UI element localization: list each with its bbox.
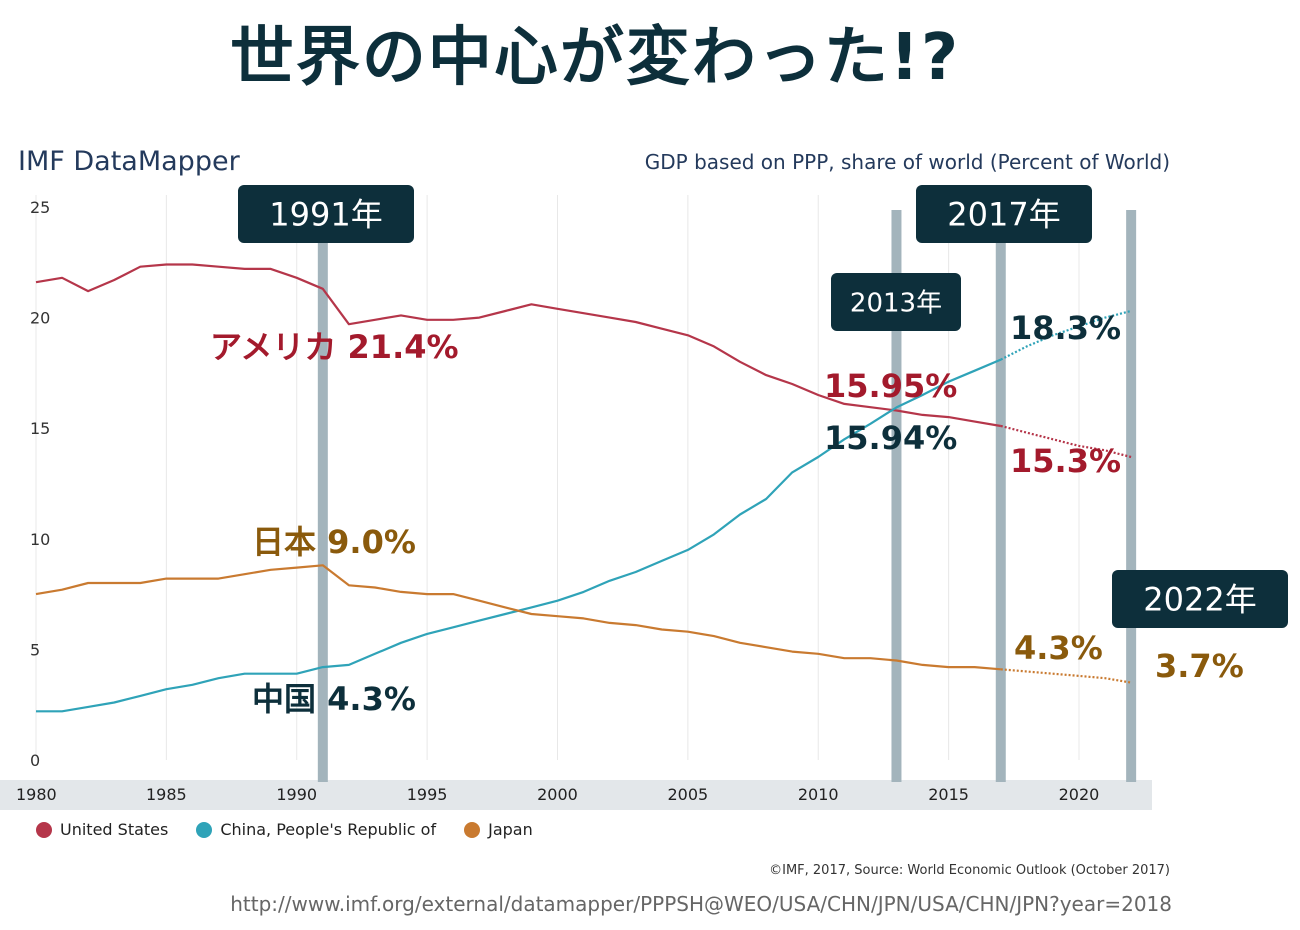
line-japan-actual xyxy=(35,564,1001,671)
x-tick-2005: 2005 xyxy=(668,785,709,804)
source-credit: ©IMF, 2017, Source: World Economic Outlo… xyxy=(769,863,1170,878)
line-japan-projection xyxy=(1000,668,1132,684)
x-tick-2010: 2010 xyxy=(798,785,839,804)
legend-dot-china xyxy=(196,821,213,838)
x-tick-1985: 1985 xyxy=(146,785,187,804)
marker-box-2022: 2022年 xyxy=(1112,570,1288,628)
annot-us-2017: 15.3% xyxy=(1010,442,1121,480)
marker-bar-2017 xyxy=(995,210,1006,782)
marker-label-1991: 1991年 xyxy=(269,196,382,234)
series-us xyxy=(35,263,1132,459)
legend-item-china[interactable]: China, People's Republic of xyxy=(196,820,436,839)
x-tick-1980: 1980 xyxy=(16,785,57,804)
y-tick-15: 15 xyxy=(30,419,50,438)
brand-label: IMF DataMapper xyxy=(18,146,240,177)
line-china-projection xyxy=(1000,309,1132,361)
marker-label-2017: 2017年 xyxy=(947,196,1060,234)
chart-subtitle: GDP based on PPP, share of world (Percen… xyxy=(644,150,1170,174)
y-tick-10: 10 xyxy=(30,530,50,549)
marker-bar-2013 xyxy=(891,210,902,782)
gdp-share-chart: 0 5 10 15 20 25 1980 1985 1990 1995 2000 2005 2010 20… xyxy=(0,185,1288,810)
annot-china-2017: 18.3% xyxy=(1010,309,1121,347)
marker-box-bg-1991 xyxy=(238,185,414,243)
marker-box-bg-2013 xyxy=(831,273,961,331)
annot-us-1991: アメリカ 21.4% xyxy=(210,328,459,366)
y-tick-25: 25 xyxy=(30,198,50,217)
x-axis-band xyxy=(0,780,1152,810)
marker-bar-1991 xyxy=(317,210,328,782)
legend-dot-us xyxy=(36,821,52,838)
annot-china-2013: 15.94% xyxy=(824,419,957,457)
x-tick-1990: 1990 xyxy=(276,785,317,804)
year-markers xyxy=(317,210,1137,782)
legend-label-china: China, People's Republic of xyxy=(220,820,437,839)
line-us-actual xyxy=(35,263,1001,428)
page-title: 世界の中心が変わった!? xyxy=(229,21,961,95)
marker-bar-2022 xyxy=(1126,210,1137,782)
y-tick-5: 5 xyxy=(30,640,40,659)
legend-label-japan: Japan xyxy=(488,820,533,839)
annot-japan-2022: 3.7% xyxy=(1155,647,1244,685)
chart-legend: United States China, People's Republic o… xyxy=(36,820,533,839)
x-tick-2020: 2020 xyxy=(1059,785,1100,804)
x-tick-2000: 2000 xyxy=(537,785,578,804)
x-tick-1995: 1995 xyxy=(407,785,448,804)
marker-box-bg-2017 xyxy=(916,185,1092,243)
x-tick-2015: 2015 xyxy=(928,785,969,804)
series-japan xyxy=(35,564,1132,684)
annot-japan-1991: 日本 9.0% xyxy=(252,523,416,561)
marker-box-2013: 2013年 xyxy=(831,273,961,331)
source-url[interactable]: http://www.imf.org/external/datamapper/P… xyxy=(230,892,1172,916)
marker-box-1991: 1991年 xyxy=(238,185,414,243)
marker-box-bg-2022 xyxy=(1112,570,1288,628)
legend-dot-japan xyxy=(464,821,481,838)
series-china xyxy=(36,309,1132,713)
marker-label-2013: 2013年 xyxy=(850,288,942,318)
annot-china-1991: 中国 4.3% xyxy=(252,680,416,718)
y-tick-20: 20 xyxy=(30,309,50,328)
legend-item-japan[interactable]: Japan xyxy=(464,820,533,839)
annot-japan-2017: 4.3% xyxy=(1014,629,1103,667)
marker-label-2022: 2022年 xyxy=(1143,581,1256,619)
legend-label-us: United States xyxy=(60,820,169,839)
legend-item-us[interactable]: United States xyxy=(36,820,168,839)
y-tick-0: 0 xyxy=(30,751,40,770)
annot-us-2013: 15.95% xyxy=(824,367,957,405)
marker-box-2017: 2017年 xyxy=(916,185,1092,243)
